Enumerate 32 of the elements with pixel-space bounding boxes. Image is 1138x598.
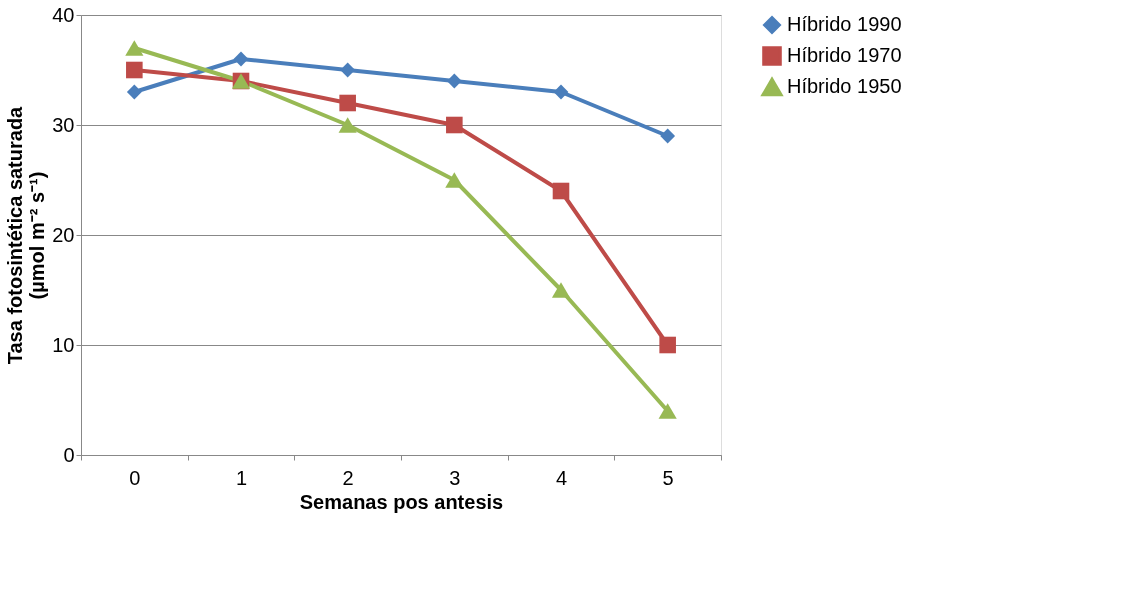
point — [658, 403, 677, 419]
x-tick-label: 3 — [449, 466, 461, 489]
point — [125, 40, 144, 56]
point — [551, 282, 571, 298]
y-axis-title: Tasa fotosintética saturada (µmol m⁻² s⁻¹) — [4, 105, 49, 365]
point — [553, 84, 569, 100]
point — [339, 94, 356, 112]
x-tick-label: 0 — [129, 466, 141, 489]
y-tick-label: 40 — [52, 3, 75, 26]
point — [126, 61, 143, 79]
legend-label: Híbrido 1990 — [787, 13, 902, 35]
y-tick-label: 30 — [52, 113, 75, 136]
x-tick-label: 4 — [555, 466, 568, 489]
point — [445, 172, 464, 188]
y-tick-label: 10 — [52, 333, 75, 356]
point — [126, 84, 142, 100]
x-axis-title: Semanas pos antesis — [299, 490, 504, 513]
point — [340, 62, 356, 78]
x-tick-label: 5 — [662, 466, 674, 489]
point — [659, 336, 676, 354]
x-tick-label: 2 — [342, 466, 354, 489]
legend-label: Híbrido 1950 — [787, 75, 902, 97]
x-tick-label: 1 — [235, 466, 248, 489]
y-tick-label: 20 — [52, 223, 75, 246]
point — [552, 182, 570, 200]
point — [446, 73, 462, 89]
point — [660, 128, 676, 144]
point — [233, 51, 249, 67]
y-tick-label: 0 — [63, 443, 75, 466]
legend-label: Híbrido 1970 — [787, 44, 902, 66]
point — [446, 116, 463, 134]
point — [338, 117, 357, 133]
